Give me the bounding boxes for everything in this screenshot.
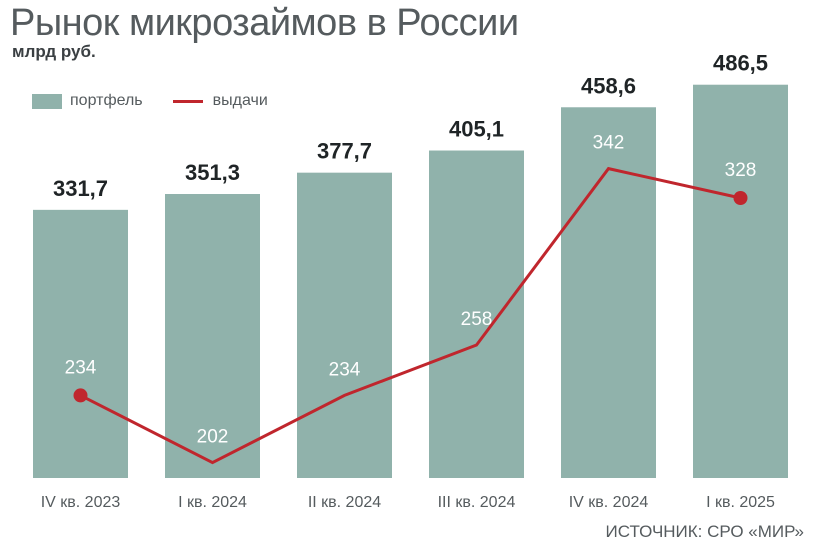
x-tick-label-2: I кв. 2024 bbox=[178, 494, 247, 511]
bar-4 bbox=[429, 150, 524, 479]
bar-value-label-4: 405,1 bbox=[449, 117, 504, 142]
chart-unit: млрд руб. bbox=[12, 42, 96, 61]
legend-item-portfolio: портфель bbox=[32, 92, 143, 110]
x-tick-label-3: II кв. 2024 bbox=[308, 494, 381, 511]
legend-swatch-bar bbox=[32, 93, 62, 109]
legend-label-issuance: выдачи bbox=[212, 92, 268, 109]
bar-2 bbox=[165, 194, 260, 478]
x-tick-label-5: IV кв. 2024 bbox=[569, 494, 649, 511]
line-value-label-2: 202 bbox=[197, 427, 229, 448]
line-value-label-1: 234 bbox=[65, 357, 97, 378]
bar-value-label-5: 458,6 bbox=[581, 73, 636, 98]
line-value-label-3: 234 bbox=[329, 359, 361, 380]
bar-value-label-3: 377,7 bbox=[317, 139, 372, 164]
bar-3 bbox=[297, 172, 392, 479]
legend: портфель выдачи bbox=[32, 92, 298, 110]
bar-value-label-6: 486,5 bbox=[713, 51, 768, 76]
line-point-6 bbox=[733, 191, 748, 205]
bar-1 bbox=[33, 209, 128, 479]
line-value-label-6: 328 bbox=[725, 160, 757, 181]
bar-value-label-2: 351,3 bbox=[185, 160, 240, 185]
issuance-line bbox=[79, 166, 741, 465]
line-value-label-4: 258 bbox=[461, 309, 493, 330]
legend-label-portfolio: портфель bbox=[70, 92, 143, 109]
bar-6 bbox=[693, 84, 788, 478]
chart-title: Рынок микрозаймов в России bbox=[10, 2, 519, 44]
legend-item-issuance: выдачи bbox=[172, 92, 268, 110]
x-tick-label-4: III кв. 2024 bbox=[438, 494, 516, 511]
line-value-label-5: 342 bbox=[593, 133, 625, 154]
x-tick-label-1: IV кв. 2023 bbox=[41, 494, 121, 511]
bar-5 bbox=[561, 107, 656, 478]
source-note: ИСТОЧНИК: СРО «МИР» bbox=[605, 522, 804, 541]
legend-swatch-line bbox=[172, 99, 203, 103]
x-tick-label-6: I кв. 2025 bbox=[706, 494, 775, 511]
line-point-1 bbox=[73, 388, 88, 403]
bar-value-label-1: 331,7 bbox=[53, 176, 108, 201]
